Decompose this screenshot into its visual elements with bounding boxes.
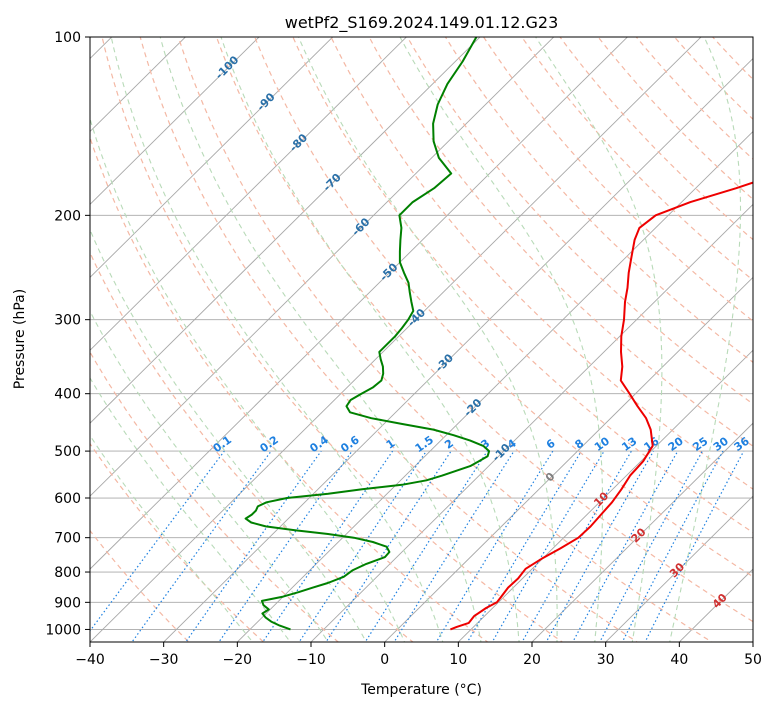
axis-ticks: −40 −30 −20 −10 0 10 20 30 40 50 100 200 300 400 500 60… xyxy=(45,30,762,668)
y-tick-label: 900 xyxy=(54,595,81,611)
isotherm-line xyxy=(90,37,187,133)
moist-adiabat-line xyxy=(159,37,482,642)
y-tick-label: 800 xyxy=(54,565,81,581)
y-tick-label: 400 xyxy=(54,387,81,403)
moist-adiabat-line xyxy=(90,376,291,642)
dry-adiabat-line xyxy=(254,37,753,578)
moist-adiabat-line xyxy=(90,434,254,642)
mixing-ratio-line xyxy=(364,450,488,642)
x-tick-label: 20 xyxy=(523,652,541,668)
isotherm-line xyxy=(605,495,753,642)
dry-adiabat-line xyxy=(90,251,414,642)
y-tick-label: 700 xyxy=(54,531,81,547)
x-tick-label: 30 xyxy=(597,652,615,668)
mixing-ratio-line xyxy=(491,450,605,642)
moist-adiabat-line xyxy=(220,37,520,642)
moist-adiabat-line xyxy=(297,37,558,642)
dry-adiabat-line xyxy=(292,37,753,534)
moist-adiabat-line xyxy=(90,310,329,642)
isotherm-line xyxy=(457,349,753,642)
mixing-ratio-line xyxy=(521,450,632,642)
dry-adiabat-line xyxy=(330,37,753,490)
dewpoint-profile-line xyxy=(244,37,491,631)
isotherm-line xyxy=(90,37,629,570)
plot-frame xyxy=(89,36,754,643)
chart-title: wetPf2_S169.2024.149.01.12.G23 xyxy=(285,13,559,33)
isotherm-line xyxy=(90,37,555,497)
dry-adiabat-line xyxy=(215,37,753,623)
mixing-ratio-line xyxy=(325,450,452,642)
isotherm-line xyxy=(90,37,481,424)
x-tick-label: −30 xyxy=(149,652,179,668)
isotherm-line xyxy=(163,57,753,642)
mixing-ratio-line xyxy=(572,450,679,642)
moist-adiabat-line xyxy=(90,116,406,642)
y-axis-label: Pressure (hPa) xyxy=(12,289,28,389)
dry-adiabat-line xyxy=(177,37,713,642)
isotherm-line xyxy=(90,37,334,278)
x-tick-label: −40 xyxy=(75,652,105,668)
x-tick-label: 40 xyxy=(670,652,688,668)
y-tick-label: 200 xyxy=(54,208,81,224)
y-tick-label: 300 xyxy=(54,313,81,329)
isotherm-line xyxy=(236,130,753,642)
x-tick-label: −10 xyxy=(296,652,326,668)
y-tick-label: 500 xyxy=(54,444,81,460)
isotherm-line xyxy=(90,37,408,351)
mixing-ratio-line xyxy=(393,450,515,642)
isotherm-line xyxy=(384,276,753,642)
isotherm-line xyxy=(310,203,753,642)
isotherm-line xyxy=(531,422,753,642)
moist-adiabat-line xyxy=(90,228,367,642)
y-tick-label: 1000 xyxy=(45,622,81,638)
profile-series xyxy=(244,37,753,631)
mixing-ratio-line xyxy=(131,450,272,642)
dry-adiabat-line xyxy=(90,351,340,642)
mixing-ratio-line xyxy=(262,450,394,642)
mixing-ratio-line xyxy=(466,450,582,642)
mixing-ratio-line xyxy=(599,450,703,642)
x-tick-label: 0 xyxy=(380,652,389,668)
moist-adiabat-line xyxy=(399,37,604,642)
mixing-ratio-line xyxy=(621,450,724,642)
x-axis-label: Temperature (°C) xyxy=(360,682,482,698)
moist-adiabat-line xyxy=(110,37,444,642)
moist-adiabat-line xyxy=(669,37,742,642)
background-lines xyxy=(90,37,753,642)
mixing-ratio-line xyxy=(298,450,427,642)
dry-adiabat-line xyxy=(444,37,753,364)
dry-adiabat-line xyxy=(90,442,265,642)
x-tick-label: 10 xyxy=(449,652,467,668)
mixing-ratio-line xyxy=(185,450,322,642)
isotherm-line xyxy=(90,37,702,642)
dry-adiabat-line xyxy=(90,135,489,642)
x-tick-label: 50 xyxy=(744,652,762,668)
x-tick-label: −20 xyxy=(223,652,253,668)
y-tick-label: 100 xyxy=(54,30,81,46)
mixing-ratio-line xyxy=(435,450,554,642)
dry-adiabat-line xyxy=(101,37,564,642)
y-tick-label: 600 xyxy=(54,491,81,507)
dry-adiabat-line xyxy=(139,37,639,642)
dry-adiabat-line xyxy=(406,37,753,405)
temperature-profile-line xyxy=(450,181,753,631)
isotherm-line xyxy=(90,37,260,206)
